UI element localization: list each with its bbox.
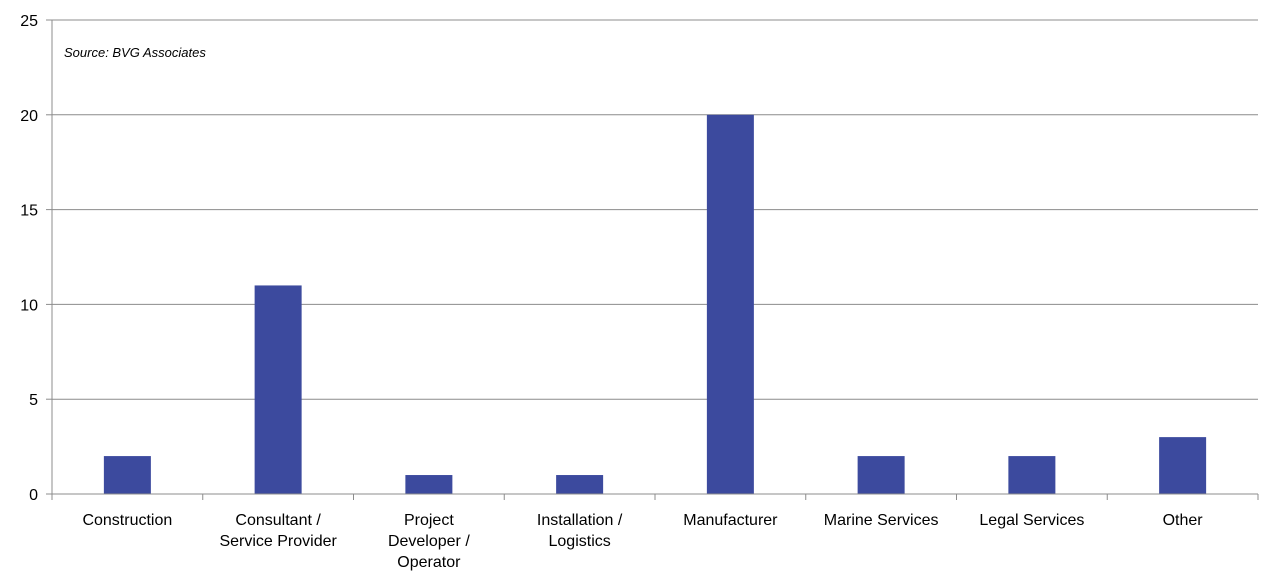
bars (103, 114, 1207, 495)
axes (46, 19, 1259, 500)
x-category-labels: Construction Consultant / Service Provider… (82, 512, 1203, 571)
x-category-label: Consultant / Service Provider (219, 512, 337, 550)
bar (706, 114, 754, 495)
bar (1159, 437, 1207, 494)
bar (857, 456, 905, 494)
x-category-label: Manufacturer (683, 512, 778, 529)
y-tick-label: 20 (20, 108, 38, 125)
bar (1008, 456, 1056, 494)
x-category-label: Project Developer / Operator (388, 512, 470, 571)
x-category-label: Marine Services (824, 512, 939, 529)
bar (556, 475, 604, 494)
y-tick-label: 15 (20, 203, 38, 220)
y-tick-label: 25 (20, 13, 38, 30)
x-category-label: Construction (82, 512, 172, 529)
source-annotation: Source: BVG Associates (64, 45, 206, 60)
bar (254, 285, 302, 494)
x-category-label: Installation / Logistics (537, 512, 623, 550)
gridlines (52, 19, 1258, 400)
x-category-label: Legal Services (979, 512, 1084, 529)
y-tick-label: 0 (29, 487, 38, 504)
bar (405, 475, 453, 494)
y-tick-labels: 0 5 10 15 20 25 (20, 13, 38, 504)
bar (103, 456, 151, 494)
x-category-label: Other (1163, 512, 1204, 529)
y-tick-label: 5 (29, 392, 38, 409)
y-tick-label: 10 (20, 297, 38, 314)
